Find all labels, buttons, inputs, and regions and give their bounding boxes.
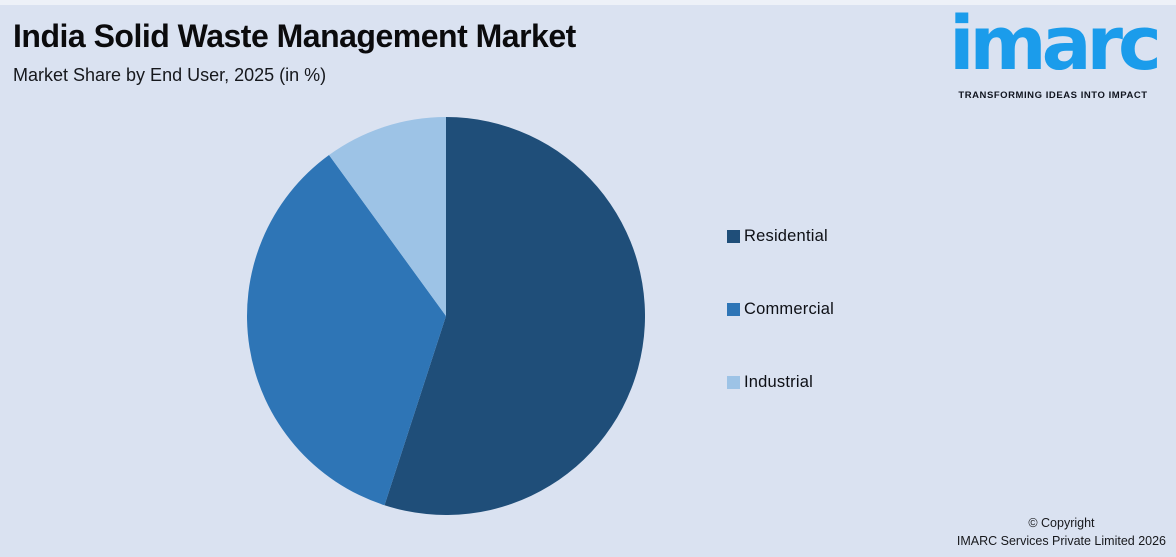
imarc-logo: imarc TRANSFORMING IDEAS INTO IMPACT (936, 0, 1170, 101)
copyright-notice: © Copyright IMARC Services Private Limit… (957, 514, 1166, 550)
top-accent-strip (0, 0, 1176, 5)
page-title: India Solid Waste Management Market (13, 18, 576, 54)
legend-item-residential: Residential (727, 227, 834, 246)
page-subtitle: Market Share by End User, 2025 (in %) (13, 64, 327, 85)
pie-slice-residential (384, 117, 646, 515)
legend-label: Industrial (744, 373, 813, 391)
legend-label: Commercial (744, 300, 835, 318)
legend-marker (727, 303, 740, 316)
copyright-line1: © Copyright (1028, 515, 1095, 530)
imarc-wordmark: imarc (949, 1, 1162, 87)
imarc-tagline: TRANSFORMING IDEAS INTO IMPACT (958, 90, 1148, 101)
header: India Solid Waste Management Market Mark… (13, 18, 576, 86)
pie-slice-commercial (247, 155, 446, 506)
pie-chart (247, 117, 646, 515)
pie-slice-industrial (329, 117, 446, 316)
chart-legend: Residential Commercial Industrial (727, 227, 834, 392)
copyright-line2: IMARC Services Private Limited 2026 (956, 533, 1166, 548)
legend-marker (727, 376, 740, 389)
legend-item-commercial: Commercial (727, 300, 834, 319)
legend-label: Residential (744, 227, 828, 245)
legend-item-industrial: Industrial (727, 373, 834, 392)
legend-marker (727, 230, 740, 243)
pie-svg (247, 117, 646, 515)
